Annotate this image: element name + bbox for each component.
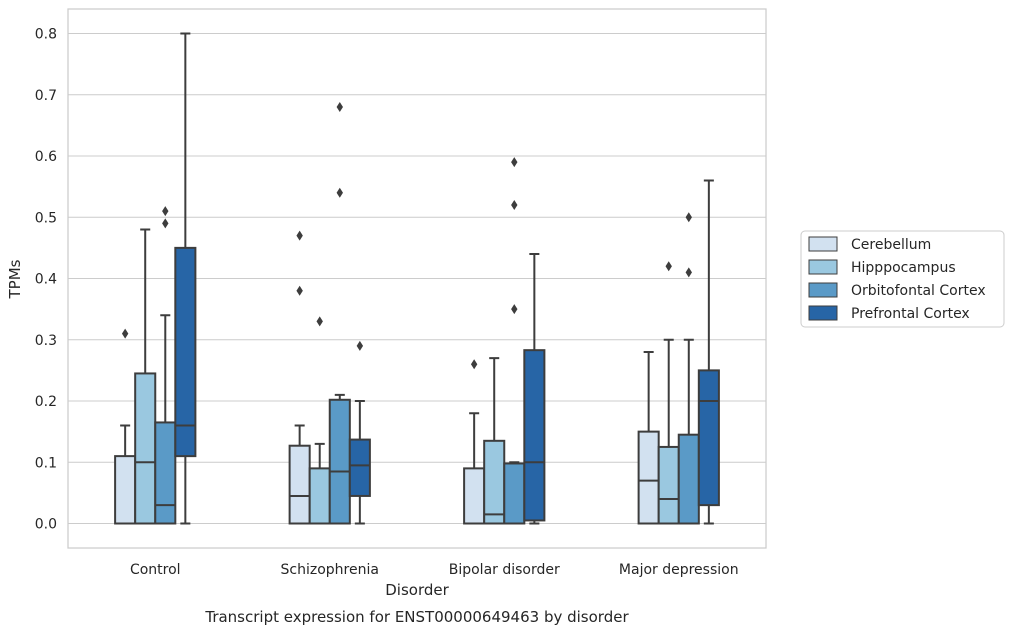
box-body	[348, 438, 371, 497]
y-tick-label: 0.1	[35, 455, 57, 471]
box-body	[483, 439, 506, 525]
y-tick-labels: 0.0 0.1 0.2 0.3 0.4 0.5 0.6 0.7 0.8	[35, 27, 57, 533]
outlier-point	[665, 261, 672, 272]
box-groups	[114, 32, 720, 525]
outlier-point	[356, 340, 364, 351]
category-group	[114, 32, 197, 525]
outlier-point	[296, 230, 303, 241]
box	[503, 157, 526, 525]
chart-caption: Transcript expression for ENST0000064946…	[204, 608, 629, 626]
outlier-point	[336, 102, 343, 112]
legend-label: Hipppocampus	[851, 260, 956, 276]
x-tick-label: Major depression	[619, 562, 739, 578]
category-group	[637, 179, 720, 525]
y-tick-label: 0.3	[35, 333, 57, 349]
x-axis-title: Disorder	[385, 581, 449, 599]
box	[523, 253, 546, 525]
outlier-point	[162, 218, 169, 229]
box-body	[308, 467, 331, 525]
box	[114, 328, 137, 525]
legend-swatch	[808, 305, 838, 321]
box-body	[503, 462, 526, 525]
legend-swatch	[808, 282, 838, 298]
box-body	[328, 398, 351, 525]
outlier-point	[162, 206, 169, 217]
box-body	[677, 433, 700, 525]
outlier-point	[511, 304, 518, 315]
legend: Cerebellum Hipppocampus Orbitofontal Corte…	[800, 230, 1005, 328]
outlier-point	[296, 285, 303, 296]
box	[134, 228, 157, 525]
box	[174, 32, 197, 525]
outlier-point	[685, 267, 692, 278]
outlier-point	[336, 187, 343, 198]
box-body	[637, 430, 660, 525]
outlier-point	[121, 328, 129, 339]
x-tick-label: Bipolar disorder	[449, 562, 560, 578]
y-tick-label: 0.0	[35, 517, 57, 533]
legend-label: Prefrontal Cortex	[851, 306, 970, 322]
box-body	[174, 246, 197, 458]
box	[697, 179, 720, 525]
box	[657, 261, 680, 525]
category-group	[288, 102, 371, 525]
box-body	[114, 455, 137, 525]
outlier-point	[511, 157, 518, 168]
box-body	[697, 369, 720, 507]
y-axis-title: TPMs	[6, 259, 24, 299]
outlier-point	[511, 200, 518, 210]
box-body	[134, 372, 157, 525]
x-tick-labels: Control Schizophrenia Bipolar disorder Majo…	[130, 562, 739, 578]
x-tick-label: Schizophrenia	[281, 562, 379, 578]
y-tick-label: 0.8	[35, 27, 57, 43]
box	[463, 359, 486, 525]
box-body	[288, 444, 311, 525]
outlier-point	[316, 316, 323, 327]
legend-label: Cerebellum	[851, 237, 931, 253]
y-tick-label: 0.4	[35, 272, 57, 288]
box-body	[657, 445, 680, 525]
legend-frame	[800, 230, 1005, 328]
outlier-point	[685, 212, 692, 223]
box	[348, 340, 371, 525]
legend-swatch	[808, 259, 838, 275]
box-body	[523, 349, 546, 522]
box-body	[463, 467, 486, 525]
outlier-point	[470, 359, 478, 370]
legend-swatch	[808, 236, 838, 252]
y-tick-label: 0.5	[35, 210, 57, 226]
y-tick-label: 0.2	[35, 394, 57, 410]
category-group	[463, 157, 546, 525]
legend-label: Orbitofontal Cortex	[851, 283, 986, 299]
plot-frame	[67, 8, 767, 549]
y-tick-label: 0.6	[35, 149, 57, 165]
x-tick-label: Control	[130, 562, 181, 578]
y-tick-label: 0.7	[35, 88, 57, 104]
box	[154, 206, 177, 525]
box-body	[154, 421, 177, 525]
